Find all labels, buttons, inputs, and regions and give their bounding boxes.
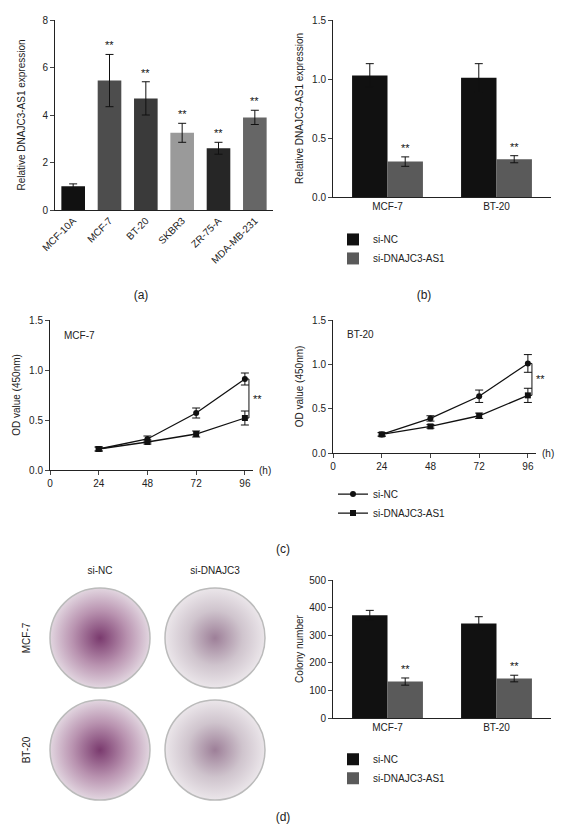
svg-text:0.5: 0.5 [312,403,326,414]
svg-text:MCF-7: MCF-7 [21,622,32,653]
svg-text:**: ** [401,663,410,675]
svg-text:MCF-7: MCF-7 [372,201,403,212]
svg-text:SKBR3: SKBR3 [156,215,187,246]
svg-text:Colony number: Colony number [294,614,305,682]
svg-text:400: 400 [309,602,326,613]
svg-text:si-NC: si-NC [373,234,398,245]
svg-text:OD value (450nm): OD value (450nm) [294,346,305,428]
svg-text:0.0: 0.0 [312,192,326,203]
svg-text:**: ** [141,67,150,79]
svg-text:si-NC: si-NC [88,565,113,576]
svg-text:MCF-10A: MCF-10A [40,215,78,253]
html-text:(a): (a) [133,288,149,302]
svg-text:si-NC: si-NC [373,754,398,765]
svg-text:BT-20: BT-20 [483,201,510,212]
svg-text:Relative DNAJC3-AS1 expression: Relative DNAJC3-AS1 expression [16,39,27,190]
svg-text:24: 24 [376,461,388,472]
svg-text:200: 200 [309,657,326,668]
svg-text:BT-20: BT-20 [124,215,151,242]
svg-text:96: 96 [239,478,251,489]
svg-text:48: 48 [425,461,437,472]
svg-text:72: 72 [474,461,486,472]
svg-text:**: ** [536,373,545,385]
svg-text:2: 2 [42,157,48,168]
svg-text:48: 48 [142,478,154,489]
svg-text:1.5: 1.5 [29,315,43,326]
svg-text:si-NC: si-NC [373,489,398,500]
svg-text:500: 500 [309,575,326,586]
svg-text:BT-20: BT-20 [21,736,32,763]
svg-text:ZR-75-A: ZR-75-A [189,215,224,250]
svg-text:1.5: 1.5 [312,315,326,326]
svg-text:**: ** [253,393,262,405]
svg-text:MDA-MB-231: MDA-MB-231 [209,215,260,266]
svg-text:24: 24 [93,478,105,489]
svg-text:Relative DNAJC3-AS1 expression: Relative DNAJC3-AS1 expression [294,33,305,184]
svg-text:0: 0 [320,713,326,724]
svg-text:8: 8 [42,15,48,26]
svg-text:100: 100 [309,685,326,696]
svg-text:6: 6 [42,62,48,73]
svg-text:MCF-7: MCF-7 [85,215,115,245]
svg-text:**: ** [214,127,223,139]
svg-text:MCF-7: MCF-7 [372,722,403,733]
html-text:(c): (c) [276,542,290,556]
svg-text:96: 96 [522,461,534,472]
svg-text:300: 300 [309,630,326,641]
svg-text:0: 0 [42,205,48,216]
svg-text:72: 72 [191,478,203,489]
svg-text:MCF-7: MCF-7 [64,330,95,341]
svg-text:si-DNAJC3: si-DNAJC3 [190,565,240,576]
html-text:(b): (b) [416,288,432,302]
svg-text:**: ** [510,141,519,153]
html-text:(d): (d) [275,810,291,824]
svg-text:(h): (h) [542,448,554,459]
svg-text:(h): (h) [259,465,271,476]
svg-text:1.0: 1.0 [29,365,43,376]
svg-text:si-DNAJC3-AS1: si-DNAJC3-AS1 [373,508,445,519]
svg-text:0.5: 0.5 [312,133,326,144]
svg-text:0.5: 0.5 [29,415,43,426]
svg-text:1.0: 1.0 [312,74,326,85]
svg-text:BT-20: BT-20 [347,329,374,340]
svg-text:si-DNAJC3-AS1: si-DNAJC3-AS1 [373,253,445,264]
svg-text:**: ** [105,39,114,51]
svg-text:**: ** [250,95,259,107]
svg-text:0: 0 [47,478,53,489]
svg-text:1.5: 1.5 [312,15,326,26]
svg-text:1.0: 1.0 [312,359,326,370]
svg-text:OD value (450nm): OD value (450nm) [11,354,22,436]
svg-text:BT-20: BT-20 [483,722,510,733]
svg-text:**: ** [401,142,410,154]
svg-text:**: ** [510,660,519,672]
svg-text:**: ** [178,108,187,120]
svg-text:0: 0 [330,461,336,472]
svg-text:4: 4 [42,110,48,121]
svg-text:si-DNAJC3-AS1: si-DNAJC3-AS1 [373,773,445,784]
svg-text:0.0: 0.0 [312,448,326,459]
svg-text:0.0: 0.0 [29,465,43,476]
